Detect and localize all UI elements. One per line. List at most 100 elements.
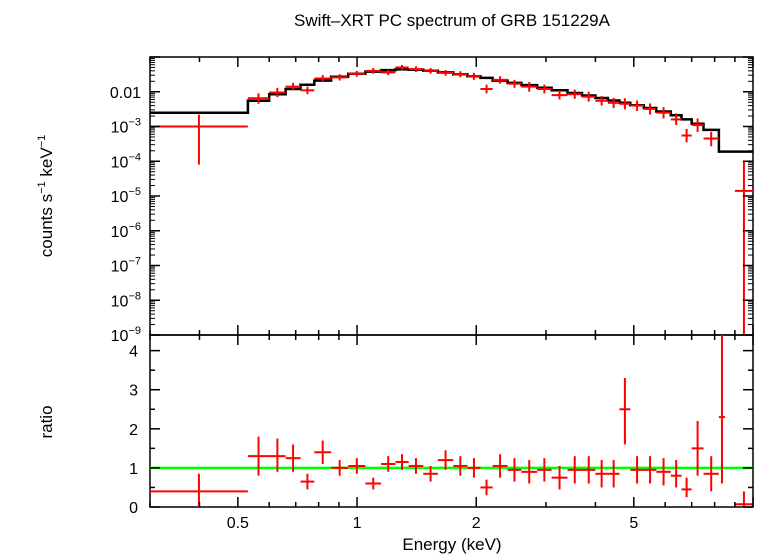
y-tick-label: 3 — [129, 383, 138, 400]
ratio-point — [408, 458, 424, 474]
ratio-point — [365, 477, 382, 490]
y-tick-label: 10−3 — [111, 117, 141, 137]
data-point — [567, 89, 583, 99]
ratio-point — [395, 454, 409, 470]
ratio-point — [247, 436, 270, 476]
data-point — [619, 98, 631, 110]
y-tick-label: 10−9 — [111, 325, 141, 345]
data-point — [691, 118, 704, 132]
ratio-point — [269, 438, 286, 472]
chart-title: Swift–XRT PC spectrum of GRB 151229A — [294, 11, 611, 30]
ratio-point — [437, 450, 454, 470]
data-point — [300, 86, 315, 95]
x-tick-labels: 0.5 1 2 5 — [227, 515, 639, 532]
x-tick-label: 2 — [472, 515, 481, 532]
ratio-point — [718, 335, 726, 484]
y-tick-label: 10−8 — [111, 290, 141, 310]
model-curve — [150, 68, 753, 153]
data-point — [285, 82, 301, 91]
ratio-point — [551, 465, 568, 490]
model-step-line — [150, 68, 753, 153]
y-tick-label: 4 — [129, 344, 138, 361]
ratio-point — [423, 465, 438, 482]
main-panel: 0.01 10−3 10−4 10−5 10−6 10−7 10−8 10−9 counts … — [36, 56, 754, 345]
ratio-point — [331, 460, 349, 476]
ratio-point — [656, 458, 671, 486]
y-tick-label: 10−5 — [111, 186, 141, 206]
x-axis-label: Energy (keV) — [402, 535, 501, 554]
y-tick-label: 0 — [129, 500, 138, 517]
y-tick-label: 10−7 — [111, 256, 141, 276]
ratio-point — [285, 444, 301, 472]
ratio-point — [691, 421, 704, 476]
data-point — [150, 114, 248, 165]
main-panel-frame — [149, 56, 754, 336]
ratio-point — [492, 454, 508, 478]
ratio-point — [607, 460, 620, 488]
ratio-point — [582, 456, 596, 484]
ratio-point — [300, 473, 315, 490]
ratio-point — [381, 456, 396, 472]
data-point — [453, 71, 468, 78]
y-tick-label: 0.01 — [110, 85, 141, 102]
data-point — [595, 96, 608, 106]
data-point — [670, 113, 682, 126]
ratio-point — [703, 456, 719, 492]
ratio-points — [150, 335, 753, 507]
ratio-point — [480, 479, 493, 496]
ratio-panel-frame — [149, 334, 754, 508]
data-point — [643, 103, 657, 115]
ratio-axis-ticks — [149, 335, 754, 508]
ratio-point — [507, 458, 522, 482]
ratio-point — [314, 440, 332, 464]
data-point — [314, 75, 332, 83]
ratio-point — [537, 458, 552, 482]
data-point — [492, 76, 508, 84]
main-y-axis-label: counts s−1 keV−1 — [36, 135, 56, 257]
data-point — [630, 100, 644, 111]
y-tick-label: 2 — [129, 422, 138, 439]
main-y-tick-labels: 0.01 10−3 10−4 10−5 10−6 10−7 10−8 10−9 — [110, 85, 141, 345]
data-point — [507, 79, 522, 88]
data-point — [423, 68, 438, 74]
data-point — [247, 93, 270, 104]
x-tick-label: 5 — [629, 515, 638, 532]
data-point — [607, 97, 620, 109]
ratio-point — [467, 458, 481, 478]
data-point — [467, 72, 481, 80]
data-point — [537, 84, 552, 94]
ratio-point — [453, 456, 468, 476]
ratio-point — [348, 458, 366, 474]
ratio-panel: 0 1 2 3 4 0.5 1 2 5 ratio Energy (keV) — [37, 334, 754, 554]
data-point — [381, 69, 396, 76]
ratio-y-tick-labels: 0 1 2 3 4 — [129, 344, 138, 517]
data-point — [551, 90, 568, 100]
data-point — [365, 68, 382, 74]
data-points — [150, 64, 753, 335]
data-point — [437, 70, 454, 76]
data-point — [331, 74, 349, 81]
x-tick-label: 1 — [353, 515, 362, 532]
ratio-point — [681, 477, 692, 498]
data-point — [681, 128, 692, 143]
data-point — [408, 66, 424, 73]
data-point — [269, 87, 286, 98]
ratio-point — [595, 460, 608, 488]
ratio-point — [643, 456, 657, 484]
data-point — [703, 131, 719, 147]
data-point — [734, 161, 753, 335]
ratio-point — [150, 473, 248, 507]
main-axis-ticks — [149, 56, 754, 336]
data-point — [395, 64, 409, 71]
ratio-point — [630, 456, 644, 484]
ratio-y-axis-label: ratio — [37, 405, 56, 438]
ratio-point — [734, 491, 753, 507]
y-tick-label: 10−4 — [111, 151, 141, 171]
data-point — [582, 91, 596, 102]
data-point — [348, 70, 366, 77]
ratio-point — [670, 460, 682, 488]
data-point — [656, 107, 671, 119]
data-point — [480, 84, 493, 94]
y-tick-label: 10−6 — [111, 221, 141, 241]
